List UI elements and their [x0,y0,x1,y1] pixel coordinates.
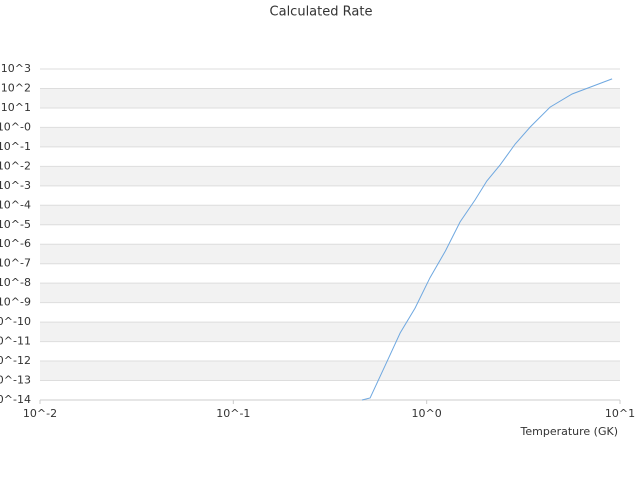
grid-band [40,88,620,108]
grid-band [40,166,620,186]
y-tick-label: 10^-8 [0,276,31,289]
y-tick-label: 10^-7 [0,257,31,270]
x-tick-label: 10^-1 [216,407,250,420]
y-tick-label: 10^2 [1,81,31,94]
x-tick-label: 10^-2 [23,407,57,420]
y-tick-label: 10^-1 [0,140,31,153]
x-tick-label: 10^0 [412,407,442,420]
grid-band [40,127,620,147]
y-tick-label: 10^-5 [0,218,31,231]
x-axis-label: Temperature (GK) [520,425,619,438]
grid-band [40,322,620,342]
y-tick-label: 10^-9 [0,296,31,309]
y-tick-label: 10^-2 [0,159,31,172]
y-tick-label: 10^-13 [0,374,31,387]
y-tick-label: 10^3 [1,62,31,75]
y-tick-label: 10^-10 [0,315,31,328]
x-tick-label: 10^1 [605,407,635,420]
y-tick-label: 10^-14 [0,393,31,406]
y-tick-label: 10^-4 [0,198,31,211]
y-tick-label: 10^-6 [0,237,31,250]
grid-band [40,283,620,303]
grid-band [40,205,620,225]
y-tick-label: 10^-3 [0,179,31,192]
y-tick-label: 10^-12 [0,354,31,367]
chart-title: Calculated Rate [270,5,373,20]
y-tick-label: 10^-11 [0,335,31,348]
grid-band [40,361,620,381]
grid-band [40,244,620,264]
y-tick-label: 10^1 [1,101,31,114]
line [361,78,613,401]
y-tick-label: 10^-0 [0,120,31,133]
